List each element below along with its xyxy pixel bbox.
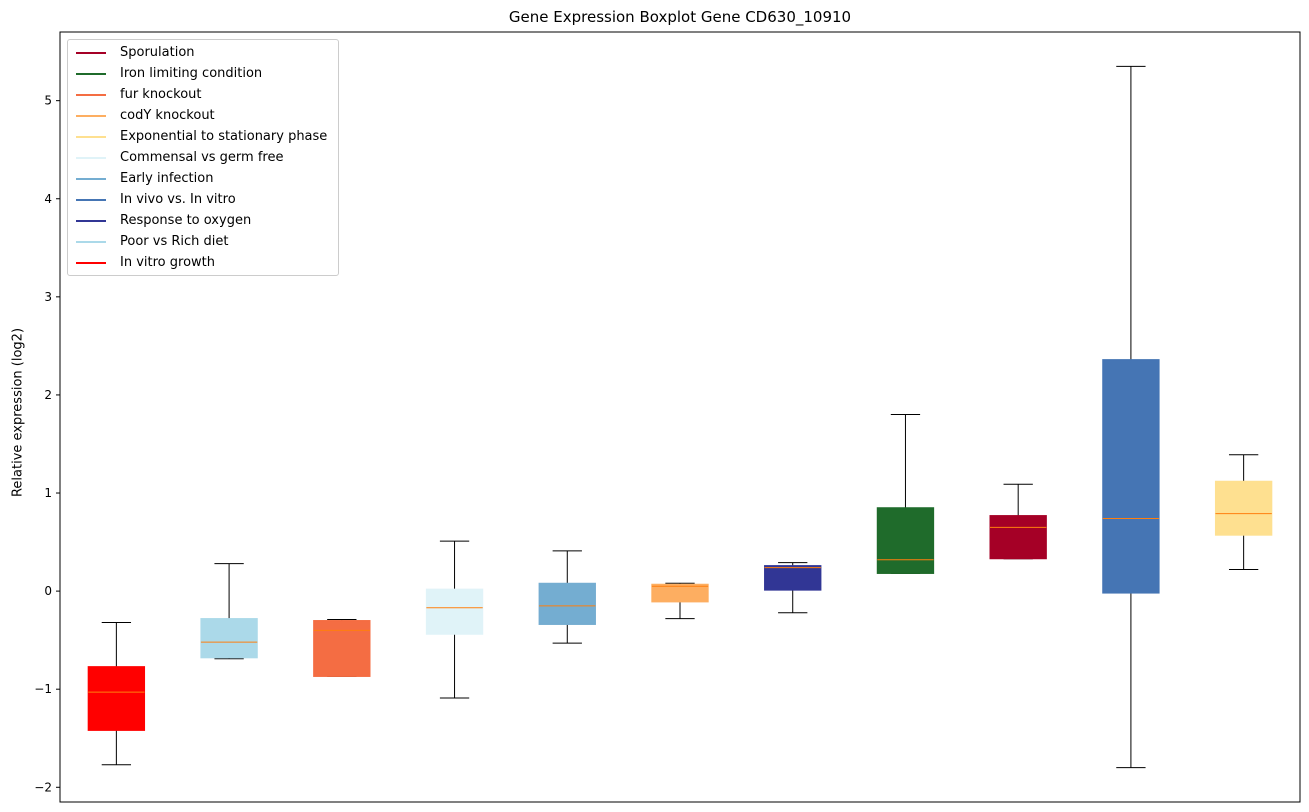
legend-swatch — [76, 114, 106, 117]
legend-label: Iron limiting condition — [120, 66, 263, 81]
legend-swatch — [76, 198, 106, 201]
chart-title: Gene Expression Boxplot Gene CD630_10910 — [508, 8, 852, 26]
y-tick-label: 3 — [44, 290, 52, 304]
legend-label: Response to oxygen — [120, 213, 252, 228]
box — [425, 588, 484, 635]
legend-item: fur knockout — [68, 84, 338, 105]
legend-label: Poor vs Rich diet — [120, 234, 229, 249]
legend-label: codY knockout — [120, 108, 215, 123]
box — [1214, 480, 1273, 536]
box — [764, 565, 822, 591]
legend-item: Response to oxygen — [68, 210, 338, 231]
legend-swatch — [76, 51, 106, 54]
legend-swatch — [76, 135, 106, 138]
legend-swatch — [76, 72, 106, 75]
legend-item: In vivo vs. In vitro — [68, 189, 338, 210]
legend-item: Commensal vs germ free — [68, 147, 338, 168]
legend-swatch — [76, 93, 106, 96]
y-tick-label: −2 — [34, 780, 52, 794]
box — [313, 620, 371, 677]
y-tick-label: 5 — [44, 94, 52, 108]
legend-swatch — [76, 177, 106, 180]
legend-label: Commensal vs germ free — [120, 150, 284, 165]
legend-label: Early infection — [120, 171, 214, 186]
box — [87, 666, 146, 731]
legend: Sporulation Iron limiting condition fur kn… — [67, 39, 339, 276]
legend-label: In vivo vs. In vitro — [120, 192, 236, 207]
box — [200, 618, 258, 659]
y-tick-label: −1 — [34, 682, 52, 696]
legend-label: Exponential to stationary phase — [120, 129, 328, 144]
legend-item: codY knockout — [68, 105, 338, 126]
legend-label: In vitro growth — [120, 255, 215, 270]
box — [651, 583, 709, 603]
legend-item: In vitro growth — [68, 252, 338, 273]
legend-item: Iron limiting condition — [68, 63, 338, 84]
legend-item: Exponential to stationary phase — [68, 126, 338, 147]
legend-label: Sporulation — [120, 45, 195, 60]
legend-item: Poor vs Rich diet — [68, 231, 338, 252]
y-tick-label: 2 — [44, 388, 52, 402]
plot-frame — [59, 31, 1301, 803]
box — [989, 515, 1047, 560]
legend-item: Sporulation — [68, 42, 338, 63]
legend-swatch — [76, 156, 106, 159]
y-tick-label: 4 — [44, 192, 52, 206]
legend-swatch — [76, 219, 106, 222]
y-tick-label: 0 — [44, 584, 52, 598]
box — [1102, 359, 1160, 594]
box — [538, 582, 596, 625]
legend-swatch — [76, 261, 106, 264]
y-tick-label: 1 — [44, 486, 52, 500]
legend-swatch — [76, 240, 106, 243]
legend-item: Early infection — [68, 168, 338, 189]
box — [876, 507, 935, 574]
legend-label: fur knockout — [120, 87, 202, 102]
